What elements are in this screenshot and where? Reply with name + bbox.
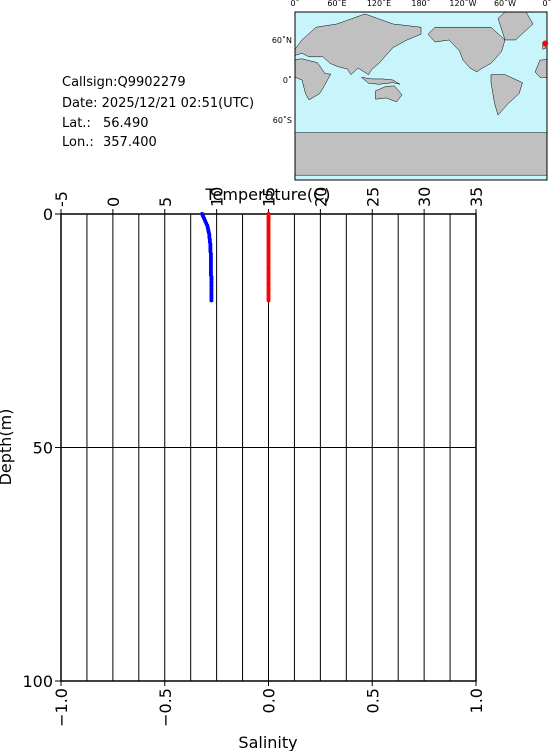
- map-lon-label: 120˚W: [449, 0, 476, 8]
- map-frame: [294, 11, 548, 181]
- y-axis-label: Depth(m): [0, 409, 15, 486]
- map-lat-label: 60˚S: [273, 115, 292, 125]
- lat-value: 56.490: [103, 116, 149, 131]
- y-tick-label: 50: [33, 439, 53, 458]
- map-lat-label: 0˚: [283, 75, 292, 85]
- land: [375, 85, 403, 103]
- date: Date: 2025/12/21 02:51(UTC): [62, 96, 254, 111]
- map-lon-label: 0˚: [542, 0, 551, 8]
- x-tick-label: 35: [467, 187, 486, 207]
- x-tick-label: 25: [363, 187, 382, 207]
- x2-tick-label: 0.5: [363, 688, 382, 713]
- map-lon-label: 60˚E: [327, 0, 346, 8]
- lon-value: 357.400: [103, 135, 157, 150]
- profile-point: [266, 298, 271, 303]
- callsign: Callsign:Q9902279: [62, 75, 186, 90]
- x2-tick-label: −0.5: [156, 688, 175, 727]
- x-tick-label: 30: [415, 187, 434, 207]
- x-tick-label: 5: [156, 197, 175, 207]
- x-axis-label: Temperature(C): [204, 185, 330, 204]
- land: [294, 13, 422, 76]
- land: [490, 74, 523, 116]
- x-tick-label: 10: [208, 187, 227, 207]
- y-tick-label: 100: [22, 672, 53, 691]
- x2-tick-label: 0.0: [260, 688, 279, 713]
- map: 0˚ 60˚E 120˚E 180˚ 120˚W 60˚W 0˚ 60˚N 0˚ 60˚S: [272, 0, 552, 181]
- x-tick-label: 15: [260, 187, 279, 207]
- land: [294, 58, 332, 101]
- x-tick-label: 20: [311, 187, 330, 207]
- map-lon-label: 60˚W: [494, 0, 516, 8]
- x-tick-label: -5: [52, 191, 71, 207]
- land: [360, 76, 401, 85]
- map-lon-label: 180˚: [411, 0, 430, 8]
- location-marker: [542, 40, 549, 47]
- map-lat-label: 60˚N: [272, 35, 292, 45]
- land: [294, 132, 548, 176]
- map-lon-label: 120˚E: [367, 0, 391, 8]
- x2-tick-label: 1.0: [467, 688, 486, 713]
- x2-tick-label: −1.0: [52, 688, 71, 727]
- land: [427, 26, 506, 73]
- lon-label: Lon.:: [62, 135, 94, 150]
- y-tick-label: 0: [43, 205, 53, 224]
- x2-axis-label: Salinity: [238, 733, 297, 751]
- lat-label: Lat.:: [62, 116, 91, 131]
- x-tick-label: 0: [104, 197, 123, 207]
- profile-point: [209, 298, 214, 303]
- map-lon-label: 0˚: [290, 0, 299, 8]
